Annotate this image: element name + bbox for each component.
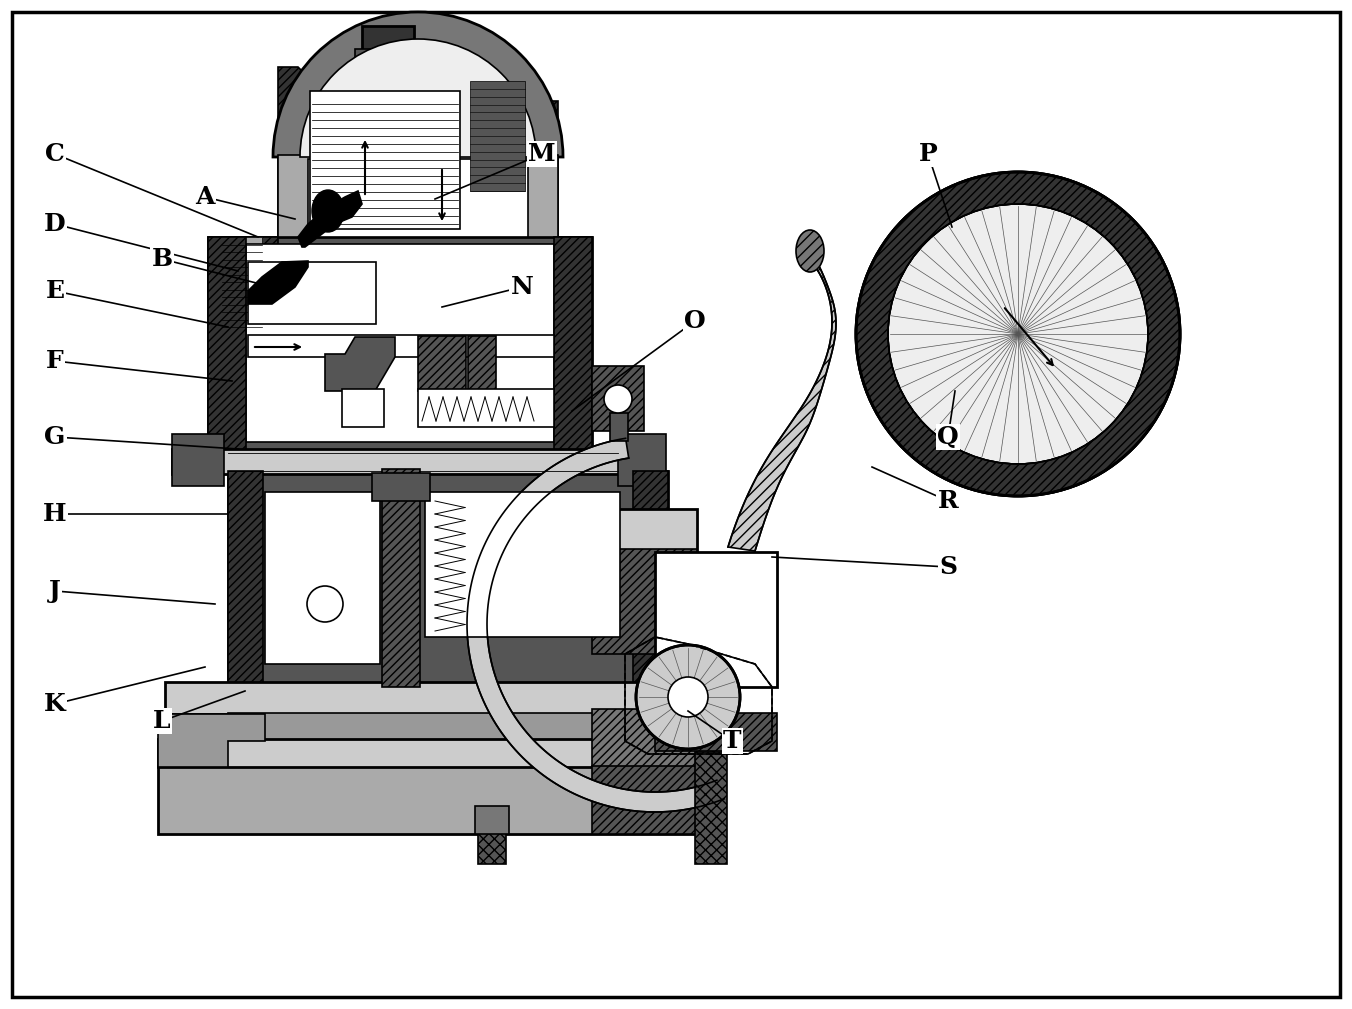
Circle shape: [888, 204, 1148, 464]
Text: O: O: [684, 309, 706, 333]
Bar: [356, 49, 423, 77]
Bar: [618, 434, 667, 486]
Bar: [470, 81, 525, 191]
Bar: [342, 389, 384, 427]
Text: J: J: [49, 579, 61, 603]
Bar: [610, 413, 627, 441]
Bar: [554, 237, 592, 457]
Bar: [592, 509, 698, 554]
Bar: [383, 469, 420, 687]
Polygon shape: [558, 237, 592, 301]
Bar: [418, 336, 466, 391]
Bar: [172, 434, 224, 486]
Bar: [247, 335, 554, 357]
Bar: [158, 739, 713, 767]
Text: T: T: [723, 728, 741, 753]
Bar: [592, 366, 644, 431]
Bar: [228, 713, 667, 741]
Text: E: E: [46, 279, 65, 303]
Bar: [372, 473, 430, 501]
Bar: [592, 709, 698, 767]
Bar: [475, 806, 508, 834]
Bar: [633, 471, 668, 687]
Text: K: K: [45, 692, 66, 716]
Polygon shape: [208, 237, 279, 327]
Text: P: P: [918, 142, 937, 166]
Bar: [308, 159, 529, 237]
Bar: [208, 237, 246, 457]
Circle shape: [856, 172, 1180, 496]
Bar: [479, 832, 506, 864]
Bar: [592, 766, 698, 834]
Text: R: R: [938, 489, 959, 513]
Polygon shape: [247, 261, 308, 304]
Bar: [165, 682, 707, 714]
Bar: [228, 471, 264, 687]
Bar: [246, 244, 554, 442]
Wedge shape: [273, 12, 562, 157]
Polygon shape: [297, 191, 362, 247]
Ellipse shape: [312, 190, 343, 232]
Polygon shape: [466, 438, 725, 812]
Wedge shape: [300, 39, 535, 157]
Text: A: A: [195, 185, 215, 209]
Bar: [468, 336, 496, 391]
Bar: [172, 449, 644, 474]
Bar: [418, 389, 554, 427]
Bar: [222, 237, 262, 327]
Circle shape: [307, 586, 343, 622]
Text: G: G: [45, 425, 66, 449]
Text: M: M: [529, 142, 556, 166]
Bar: [654, 713, 777, 751]
Text: B: B: [151, 247, 173, 271]
Bar: [654, 552, 777, 687]
Text: S: S: [940, 555, 957, 579]
Text: C: C: [45, 142, 65, 166]
Bar: [247, 262, 376, 324]
Bar: [279, 155, 558, 237]
Polygon shape: [279, 67, 308, 237]
Wedge shape: [856, 172, 1180, 496]
Bar: [592, 549, 698, 654]
Text: D: D: [45, 212, 66, 236]
Text: N: N: [511, 275, 534, 299]
Polygon shape: [530, 101, 558, 237]
Bar: [695, 752, 727, 864]
Polygon shape: [324, 337, 395, 391]
Bar: [228, 471, 668, 687]
Circle shape: [604, 385, 631, 413]
Bar: [265, 492, 380, 664]
Bar: [362, 26, 414, 54]
Circle shape: [668, 677, 708, 717]
Bar: [425, 492, 621, 637]
Ellipse shape: [796, 230, 823, 272]
Text: L: L: [153, 709, 170, 733]
Polygon shape: [727, 251, 836, 551]
Bar: [310, 91, 460, 229]
Bar: [208, 237, 592, 457]
Text: F: F: [46, 349, 64, 373]
Polygon shape: [158, 714, 265, 767]
Text: Q: Q: [937, 425, 959, 449]
Bar: [158, 766, 713, 834]
Text: H: H: [43, 502, 66, 526]
Circle shape: [635, 645, 740, 749]
